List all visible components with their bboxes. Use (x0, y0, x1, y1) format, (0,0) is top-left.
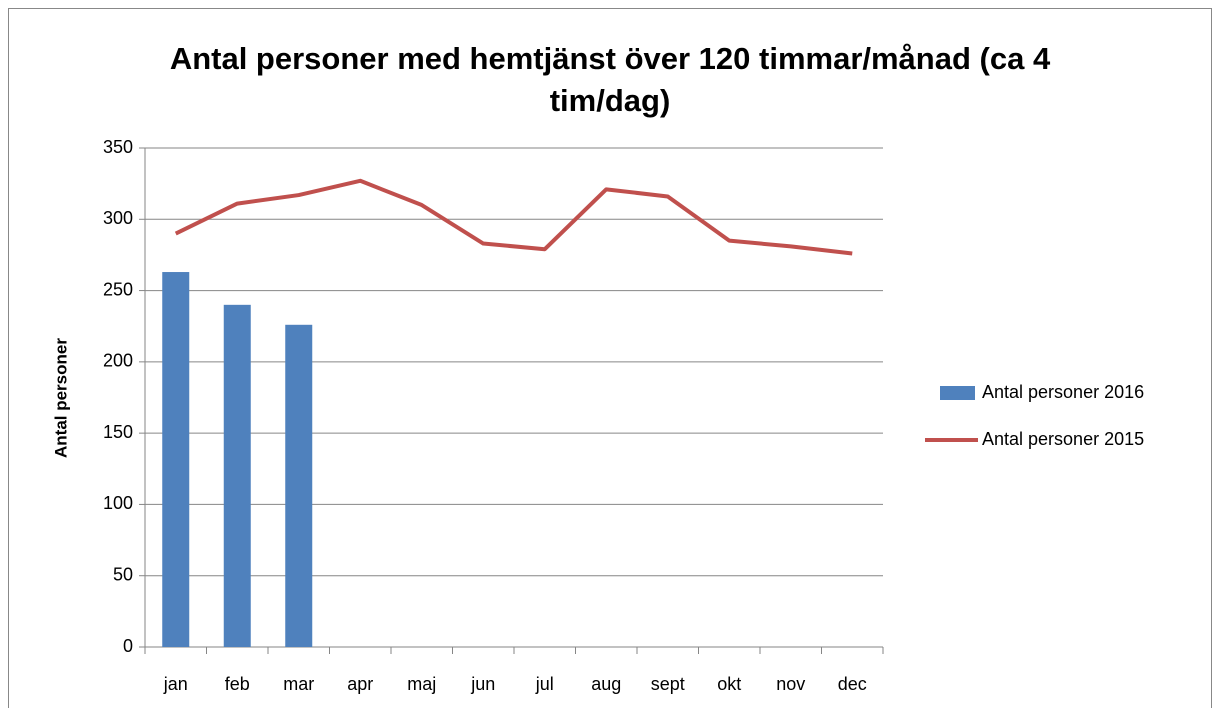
x-tick-label: sept (651, 674, 685, 694)
bar (162, 272, 190, 647)
bar (285, 324, 313, 647)
x-tick-label: feb (225, 674, 250, 694)
x-tick-label: jul (535, 674, 554, 694)
y-tick-label: 300 (103, 208, 133, 228)
y-tick-label: 100 (103, 493, 133, 513)
y-tick-label: 350 (103, 137, 133, 157)
x-tick-label: dec (838, 674, 867, 694)
x-tick-label: jun (470, 674, 495, 694)
y-tick-label: 150 (103, 422, 133, 442)
legend-label: Antal personer 2015 (982, 429, 1144, 449)
y-tick-label: 200 (103, 351, 133, 371)
x-tick-label: maj (407, 674, 436, 694)
x-tick-label: aug (591, 674, 621, 694)
x-tick-label: jan (163, 674, 188, 694)
y-axis-label: Antal personer (51, 338, 70, 458)
legend-label: Antal personer 2016 (982, 382, 1144, 402)
x-tick-label: nov (776, 674, 805, 694)
y-tick-label: 50 (113, 564, 133, 584)
y-tick-label: 250 (103, 279, 133, 299)
x-tick-label: okt (717, 674, 741, 694)
line (174, 178, 853, 256)
y-tick-label: 0 (123, 636, 133, 656)
x-tick-label: mar (283, 674, 314, 694)
chart-title: Antal personer med hemtjänst över 120 ti… (169, 41, 1051, 118)
chart-border (8, 8, 1212, 708)
x-tick-label: apr (347, 674, 373, 694)
bar (223, 304, 251, 647)
legend-swatch (940, 386, 975, 400)
